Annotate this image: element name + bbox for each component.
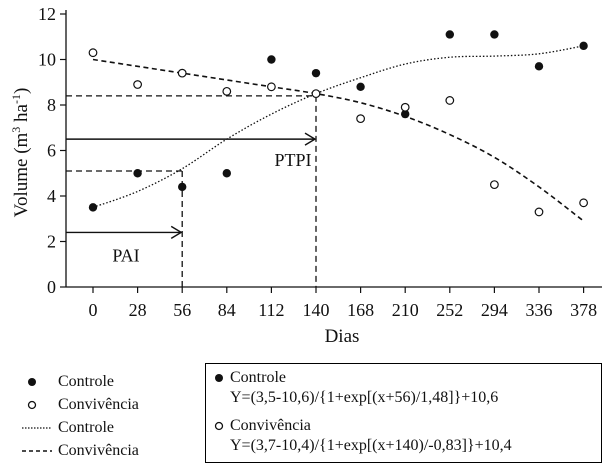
data-point-controle xyxy=(534,62,544,71)
chart-svg: 0 2 4 6 8 10 12 0 28 56 84 112 140 168 210 252 294 336 378… xyxy=(9,4,602,347)
y-tick-label: 6 xyxy=(47,141,56,161)
filled-dot-icon xyxy=(28,377,36,386)
x-tick-label: 140 xyxy=(303,300,330,320)
y-tick-label: 2 xyxy=(47,232,56,252)
x-tick-label: 56 xyxy=(173,300,191,320)
annotation-label-pai: PAI xyxy=(112,245,139,265)
arrow-head xyxy=(304,132,317,146)
data-point-convivencia xyxy=(222,86,232,96)
equation-series-name: Convivência xyxy=(230,417,311,434)
filled-dot-icon xyxy=(215,374,223,382)
fit-curve-controle xyxy=(92,45,584,208)
y-tick-label: 8 xyxy=(47,95,56,115)
x-tick-label: 28 xyxy=(129,300,147,320)
y-tick-label: 4 xyxy=(47,186,56,206)
annotation-label-ptpi: PTPI xyxy=(274,150,311,170)
equation-text: Y=(3,5-10,6)/{1+exp[(x+56)/1,48]}+10,6 xyxy=(230,389,499,406)
equation-convivencia: Convivência Y=(3,7-10,4)/{1+exp[(x+140)/… xyxy=(214,416,512,456)
data-point-convivencia xyxy=(356,114,366,124)
data-point-convivencia xyxy=(311,89,321,99)
data-point-controle xyxy=(579,41,588,51)
legend-label: Convivência xyxy=(58,441,139,459)
legend-item-controle-points: Controle xyxy=(22,370,197,393)
y-axis-title-part: ha xyxy=(11,103,32,126)
x-tick-label: 210 xyxy=(392,300,419,320)
legend-label: Controle xyxy=(58,418,114,436)
data-point-controle xyxy=(88,203,98,212)
equation-box: Controle Y=(3,5-10,6)/{1+exp[(x+56)/1,48… xyxy=(205,363,602,463)
x-tick-label: 378 xyxy=(570,300,597,320)
x-axis-title: Dias xyxy=(325,326,360,347)
y-tick-label: 0 xyxy=(47,277,56,297)
x-tick-label: 168 xyxy=(347,300,374,320)
open-dot-icon xyxy=(214,421,224,431)
data-point-convivencia xyxy=(400,102,410,112)
y-axis-title: Volume (m3 ha-1) xyxy=(9,88,32,218)
legend-item-controle-fit: Controle xyxy=(22,416,197,439)
equation-series-name: Controle xyxy=(230,369,286,386)
legend-item-convivencia-points: Convivência xyxy=(22,393,197,416)
data-point-convivencia xyxy=(490,180,499,190)
equation-text: Y=(3,7-10,4)/{1+exp[(x+140)/-0,83]}+10,4 xyxy=(230,437,512,454)
dashed-line-icon xyxy=(22,449,52,452)
y-axis-title-superscript: 3 xyxy=(9,127,23,133)
data-point-controle xyxy=(311,68,321,78)
data-point-convivencia xyxy=(534,207,544,217)
legend-label: Controle xyxy=(58,372,114,390)
data-point-controle xyxy=(490,30,499,39)
y-tick-label: 12 xyxy=(38,4,56,24)
x-tick-label: 252 xyxy=(436,300,463,320)
x-tick-label: 112 xyxy=(258,300,284,320)
data-point-convivencia xyxy=(267,82,276,92)
legend-item-convivencia-fit: Convivência xyxy=(22,439,197,462)
data-point-controle xyxy=(445,30,454,39)
legend-label: Convivência xyxy=(58,395,139,413)
data-point-controle xyxy=(178,182,187,192)
data-point-convivencia xyxy=(579,198,588,208)
data-point-convivencia xyxy=(88,48,98,58)
y-tick-label: 10 xyxy=(38,50,56,70)
data-point-controle xyxy=(356,82,365,92)
dotted-line-icon xyxy=(22,426,52,429)
data-point-convivencia xyxy=(177,68,187,78)
open-dot-icon xyxy=(27,400,37,409)
data-point-controle xyxy=(222,169,231,178)
x-tick-label: 84 xyxy=(218,300,236,320)
fit-curve-convivencia xyxy=(92,58,585,222)
y-axis-title-part: Volume (m xyxy=(11,132,32,217)
y-axis-title-part: ) xyxy=(11,88,32,94)
data-point-convivencia xyxy=(445,96,455,105)
arrow-head xyxy=(170,225,183,240)
legend: Controle Convivência Controle Convivênci… xyxy=(22,370,197,462)
equation-controle: Controle Y=(3,5-10,6)/{1+exp[(x+56)/1,48… xyxy=(214,368,498,408)
data-point-convivencia xyxy=(133,80,143,89)
data-point-controle xyxy=(401,109,410,119)
y-axis-title-superscript: -1 xyxy=(9,94,23,104)
data-point-controle xyxy=(133,169,142,178)
data-point-controle xyxy=(267,55,276,64)
x-tick-label: 336 xyxy=(526,300,553,320)
x-tick-label: 294 xyxy=(481,300,508,320)
x-tick-label: 0 xyxy=(89,300,98,320)
